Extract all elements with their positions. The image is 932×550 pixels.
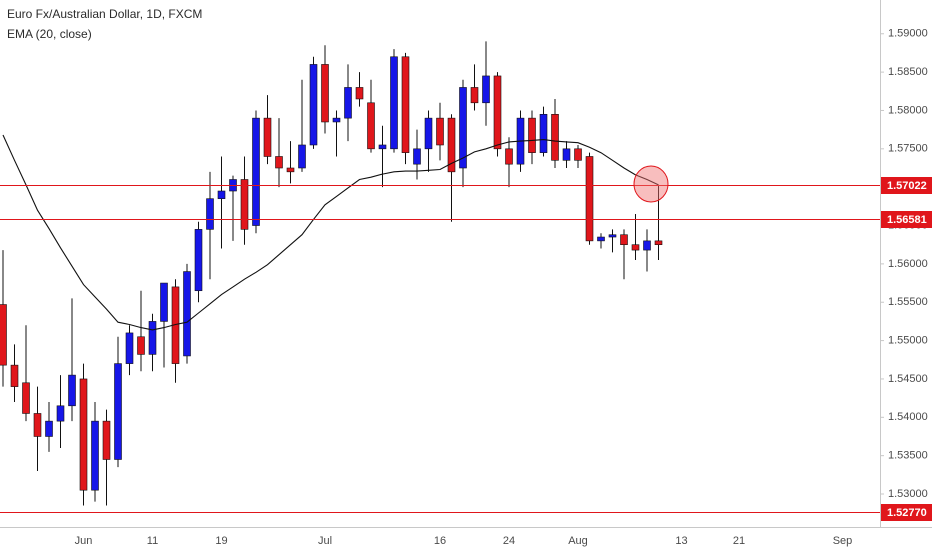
- candle-body: [332, 117, 341, 123]
- candle-body: [252, 117, 260, 226]
- y-tick-label: 1.55500: [888, 296, 928, 308]
- candle-body: [68, 374, 76, 407]
- candle-body: [298, 144, 306, 169]
- x-tick-label: 21: [733, 535, 745, 547]
- candle-body: [608, 234, 617, 238]
- candle-body: [482, 75, 490, 104]
- candle-body: [321, 64, 329, 123]
- ema-line: [2, 134, 659, 331]
- y-tick-label: 1.55000: [888, 335, 928, 347]
- candle-body: [240, 179, 249, 230]
- candle-body: [194, 229, 203, 292]
- candle-body: [263, 117, 272, 157]
- x-tick-label: 19: [215, 535, 227, 547]
- level-tag-label: 1.52770: [887, 507, 927, 519]
- candle-body: [206, 198, 214, 230]
- candle-body: [585, 156, 594, 242]
- candle-body: [597, 236, 605, 242]
- candle-body: [344, 87, 352, 119]
- candle-body: [0, 304, 7, 366]
- y-tick-label: 1.58500: [888, 66, 928, 78]
- level-tag-label: 1.57022: [887, 180, 927, 192]
- candle-body: [286, 167, 295, 173]
- candle-body: [447, 117, 456, 173]
- y-tick-label: 1.53000: [888, 488, 928, 500]
- candle-body: [148, 321, 157, 355]
- level-tag: [881, 504, 932, 521]
- candle-body: [56, 405, 65, 422]
- y-tick-label: 1.56000: [888, 258, 928, 270]
- x-tick-label: 13: [675, 535, 687, 547]
- candle-body: [125, 332, 134, 364]
- x-tick-label: Sep: [833, 535, 853, 547]
- indicator-legend: EMA (20, close): [7, 27, 92, 41]
- candle-body: [10, 364, 19, 387]
- level-tag-label: 1.56581: [887, 214, 927, 226]
- candle-body: [45, 420, 53, 437]
- candle-body: [539, 113, 548, 153]
- x-tick-label: 11: [147, 535, 158, 547]
- candle-body: [33, 413, 42, 437]
- candle-body: [102, 420, 111, 460]
- candle-body: [574, 148, 582, 161]
- candle-body: [459, 87, 467, 169]
- candle-body: [114, 363, 122, 460]
- candle-body: [643, 240, 651, 251]
- candle-body: [79, 378, 88, 491]
- candle-body: [275, 156, 283, 169]
- candle-body: [631, 244, 640, 251]
- candle-body: [401, 56, 410, 153]
- candle-body: [378, 144, 387, 150]
- y-tick-label: 1.54500: [888, 373, 928, 385]
- candle-body: [562, 148, 571, 161]
- x-tick-label: Jul: [318, 535, 332, 547]
- y-tick-label: 1.53500: [888, 450, 928, 462]
- x-tick-label: Jun: [75, 535, 93, 547]
- candle-body: [137, 336, 145, 355]
- candle-body: [654, 240, 663, 246]
- candle-body: [91, 420, 99, 491]
- candle-body: [22, 382, 30, 414]
- candle-body: [505, 148, 513, 165]
- y-tick-label: 1.54000: [888, 411, 928, 423]
- y-tick-label: 1.57500: [888, 143, 928, 155]
- candle-body: [620, 234, 628, 246]
- x-tick-label: 24: [503, 535, 515, 547]
- candle-body: [413, 148, 421, 165]
- chart-title: Euro Fx/Australian Dollar, 1D, FXCM: [7, 7, 202, 21]
- candle-body: [424, 117, 433, 150]
- candle-body: [309, 64, 318, 146]
- level-tag: [881, 177, 932, 194]
- candle-body: [355, 87, 364, 100]
- x-tick-label: Aug: [568, 535, 588, 547]
- candle-body: [470, 87, 479, 104]
- candle-body: [551, 113, 559, 161]
- y-tick-label: 1.59000: [888, 28, 928, 40]
- level-tag: [881, 211, 932, 228]
- highlight-circle: [633, 165, 669, 203]
- x-tick-label: 16: [434, 535, 446, 547]
- y-tick-label: 1.58000: [888, 104, 928, 116]
- plot-area: [0, 41, 880, 513]
- candle-body: [436, 117, 444, 146]
- candle-body: [367, 102, 375, 150]
- candle-body: [183, 271, 191, 357]
- axes: 1.53000 1.53500 1.54000 1.54500 1.55000 1.555…: [75, 28, 932, 547]
- candle-body: [528, 117, 536, 153]
- candle-body: [160, 282, 168, 322]
- candle-body: [493, 75, 502, 150]
- candle-body: [217, 190, 226, 199]
- candle-body: [390, 56, 398, 150]
